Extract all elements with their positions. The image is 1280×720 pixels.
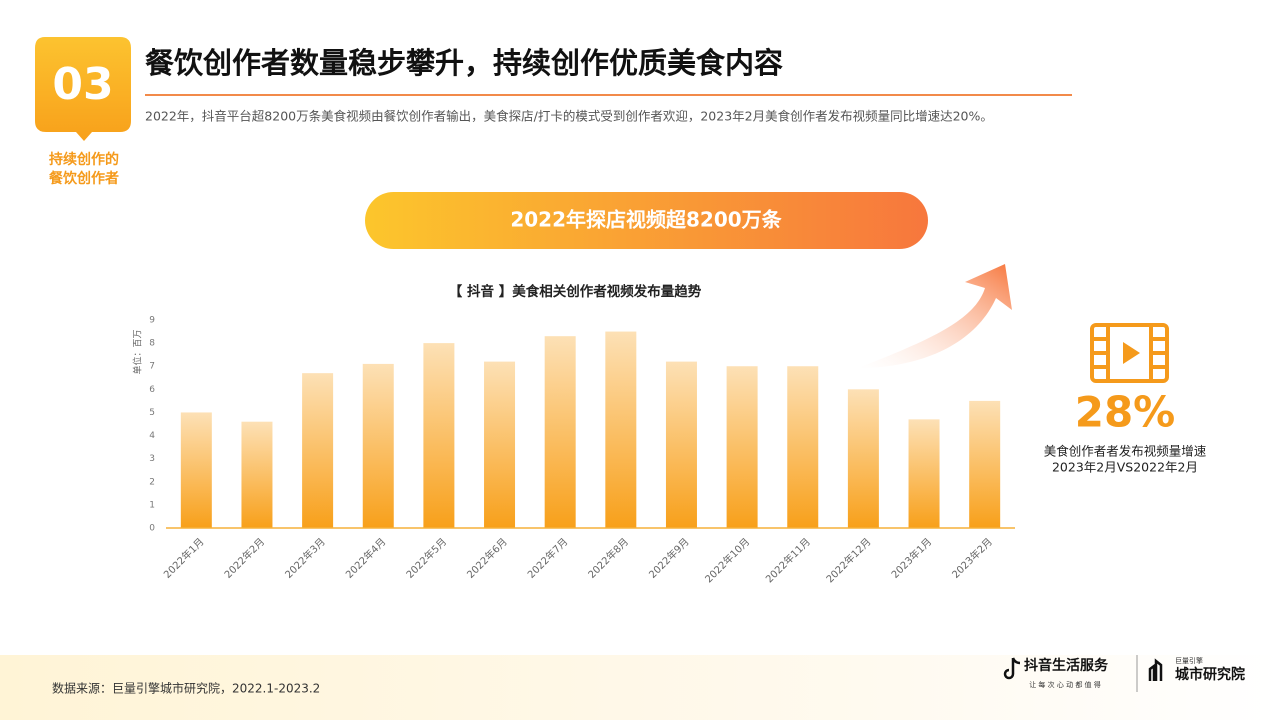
org: 城市研究院: [1175, 666, 1245, 683]
page-number: 03: [52, 59, 113, 110]
video-icon: [1090, 323, 1169, 383]
banner-text: 2022年探店视频超8200万条: [510, 208, 782, 232]
side-label: 餐饮创作者: [48, 170, 119, 187]
bar: [847, 389, 879, 528]
brand: 抖音生活服务: [1024, 657, 1109, 674]
y-tick-label: 1: [149, 500, 155, 510]
y-tick-label: 2: [149, 477, 155, 487]
x-tick-label: 2022年3月: [282, 535, 328, 581]
y-tick-label: 3: [149, 454, 155, 464]
y-tick-label: 8: [149, 339, 155, 349]
bar: [969, 400, 1001, 528]
bar: [484, 361, 516, 528]
y-tick-label: 9: [149, 316, 155, 326]
slogan: 让 每 次 心 动 都 值 得: [1029, 680, 1101, 689]
footer-band: [0, 655, 1280, 720]
bar: [787, 366, 819, 528]
bar: [180, 412, 212, 528]
bar: [423, 343, 455, 528]
y-tick-label: 5: [149, 408, 155, 418]
y-tick-label: 6: [149, 385, 155, 395]
chart-title: 【 抖音 】美食相关创作者视频发布量趋势: [449, 283, 702, 300]
x-tick-label: 2022年7月: [525, 535, 571, 581]
bar: [544, 336, 576, 528]
x-tick-label: 2022年8月: [585, 535, 631, 581]
x-tick-label: 2022年11月: [763, 535, 813, 585]
x-tick-label: 2023年2月: [949, 535, 995, 581]
x-tick-label: 2022年6月: [464, 535, 510, 581]
arrow: [858, 264, 1012, 368]
x-tick-label: 2022年2月: [221, 535, 267, 581]
stat-description: 2023年2月VS2022年2月: [1052, 460, 1198, 475]
x-tick-label: 2022年12月: [823, 535, 873, 585]
x-tick-label: 2022年5月: [403, 535, 449, 581]
x-tick-label: 2022年1月: [161, 535, 207, 581]
x-tick-label: 2022年4月: [343, 535, 389, 581]
subtitle: 2022年，抖音平台超8200万条美食视频由餐饮创作者输出，美食探店/打卡的模式…: [145, 109, 993, 124]
x-tick-label: 2023年1月: [888, 535, 934, 581]
stat-description: 美食创作者者发布视频量增速: [1044, 444, 1207, 459]
org-small: 巨量引擎: [1175, 656, 1203, 665]
bar: [241, 421, 273, 528]
logo: 抖音生活服务 让 每 次 心 动 都 值 得 巨量引擎 城市研究院: [1003, 655, 1245, 692]
bar: [665, 361, 697, 528]
x-tick-label: 2022年10月: [702, 535, 752, 585]
y-axis-label: 单位：百万: [132, 329, 144, 374]
source: 数据来源：巨量引擎城市研究院，2022.1-2023.2: [52, 681, 320, 696]
y-tick-label: 4: [149, 431, 155, 441]
stat-value: 28%: [1075, 388, 1176, 437]
side-label: 持续创作的: [49, 151, 119, 168]
bar: [302, 373, 334, 528]
banner: [365, 192, 928, 249]
bar: [908, 419, 940, 528]
bar: [726, 366, 758, 528]
bar: [362, 363, 394, 528]
x-tick-label: 2022年9月: [646, 535, 692, 581]
title: 餐饮创作者数量稳步攀升，持续创作优质美食内容: [145, 46, 783, 80]
badge: [35, 37, 131, 141]
y-tick-label: 0: [149, 524, 155, 534]
bar: [605, 331, 637, 528]
y-tick-label: 7: [149, 362, 155, 372]
